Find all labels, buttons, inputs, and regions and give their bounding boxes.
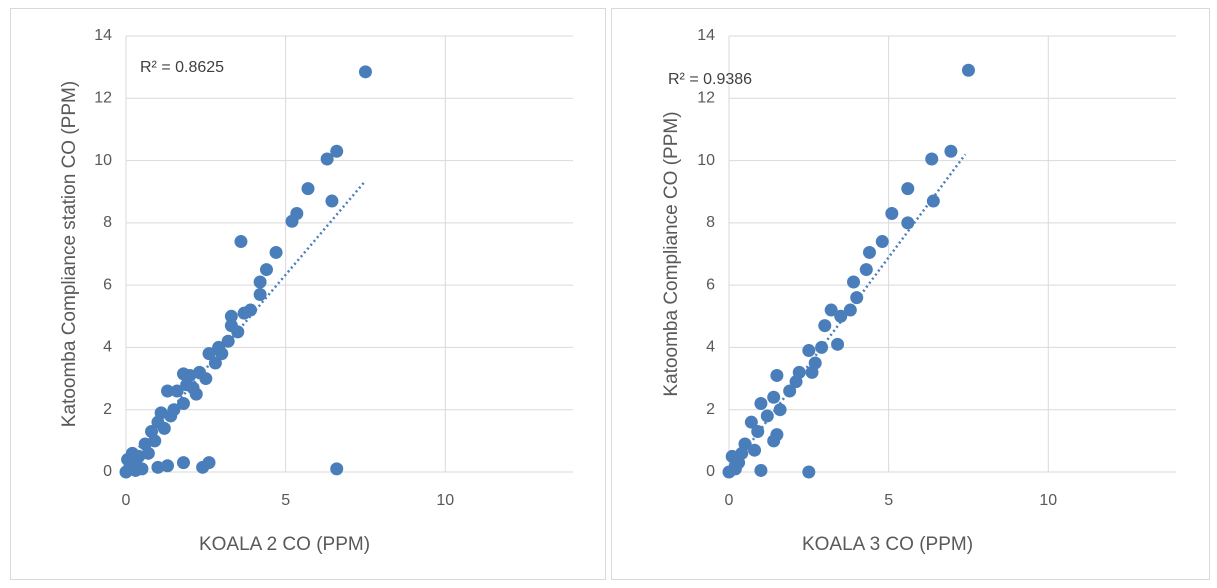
point <box>862 245 876 259</box>
point <box>961 63 975 77</box>
y-tick-label: 12 <box>697 90 715 107</box>
annotation: R² = 0.8625 <box>140 59 224 76</box>
point <box>202 456 216 470</box>
point <box>850 291 864 305</box>
point <box>164 409 178 423</box>
x-tick-label: 5 <box>884 492 893 509</box>
point <box>859 263 873 277</box>
point <box>176 367 190 381</box>
point <box>135 462 149 476</box>
point <box>151 460 165 474</box>
point <box>770 368 784 382</box>
point <box>925 152 939 166</box>
x-tick-label: 0 <box>725 492 734 509</box>
point <box>789 375 803 389</box>
point <box>754 463 768 477</box>
point <box>808 356 822 370</box>
y-tick-label: 10 <box>94 152 112 169</box>
point <box>754 396 768 410</box>
point <box>161 384 175 398</box>
point <box>119 465 133 479</box>
point <box>818 319 832 333</box>
point <box>237 306 251 320</box>
y-axis-label: Katoomba Compliance CO (PPM) <box>661 111 682 396</box>
y-tick-label: 14 <box>697 27 715 44</box>
point <box>875 235 889 249</box>
point <box>253 275 267 289</box>
point <box>767 434 781 448</box>
point <box>161 459 175 473</box>
trendline <box>727 153 967 473</box>
point <box>208 356 222 370</box>
y-tick-label: 0 <box>103 463 112 480</box>
point <box>767 390 781 404</box>
point <box>944 144 958 158</box>
y-tick-label: 14 <box>94 27 112 44</box>
point <box>224 309 238 323</box>
point <box>325 194 339 208</box>
x-tick-label: 0 <box>122 492 131 509</box>
point <box>751 425 765 439</box>
y-tick-label: 2 <box>103 401 112 418</box>
point <box>320 152 334 166</box>
point <box>834 309 848 323</box>
x-tick-label: 10 <box>1039 492 1057 509</box>
y-tick-label: 2 <box>706 401 715 418</box>
point <box>176 396 190 410</box>
point <box>202 347 216 361</box>
point <box>843 303 857 317</box>
y-tick-label: 6 <box>706 276 715 293</box>
point <box>802 344 816 358</box>
point <box>259 263 273 277</box>
point <box>234 235 248 249</box>
point <box>885 207 899 221</box>
panel-border <box>611 8 1210 580</box>
point <box>189 387 203 401</box>
point <box>215 347 229 361</box>
y-tick-label: 0 <box>706 463 715 480</box>
y-tick-label: 6 <box>103 276 112 293</box>
point <box>802 465 816 479</box>
y-tick-label: 12 <box>94 90 112 107</box>
point <box>760 409 774 423</box>
point <box>330 144 344 158</box>
point <box>301 182 315 196</box>
point <box>901 182 915 196</box>
point <box>285 214 299 228</box>
y-tick-label: 4 <box>706 339 715 356</box>
point <box>748 443 762 457</box>
point <box>728 459 742 473</box>
x-tick-label: 5 <box>281 492 290 509</box>
point <box>744 415 758 429</box>
point <box>358 65 372 79</box>
x-axis-label: KOALA 2 CO (PPM) <box>199 534 370 555</box>
point <box>831 337 845 351</box>
point <box>221 334 235 348</box>
y-tick-label: 8 <box>706 214 715 231</box>
x-tick-label: 10 <box>436 492 454 509</box>
y-tick-label: 8 <box>103 214 112 231</box>
point <box>773 403 787 417</box>
y-tick-label: 10 <box>697 152 715 169</box>
point <box>157 421 171 435</box>
point <box>330 462 344 476</box>
point <box>847 275 861 289</box>
point <box>170 384 184 398</box>
trendline <box>125 180 367 464</box>
x-axis-label: KOALA 3 CO (PPM) <box>802 534 973 555</box>
point <box>199 372 213 386</box>
y-axis-label: Katoomba Compliance station CO (PPM) <box>59 81 80 427</box>
point <box>926 194 940 208</box>
point <box>176 456 190 470</box>
point <box>180 378 194 392</box>
point <box>253 287 267 301</box>
y-tick-label: 4 <box>103 339 112 356</box>
annotation: R² = 0.9386 <box>668 71 752 88</box>
panel-border <box>10 8 606 580</box>
point <box>269 245 283 259</box>
point <box>824 303 838 317</box>
